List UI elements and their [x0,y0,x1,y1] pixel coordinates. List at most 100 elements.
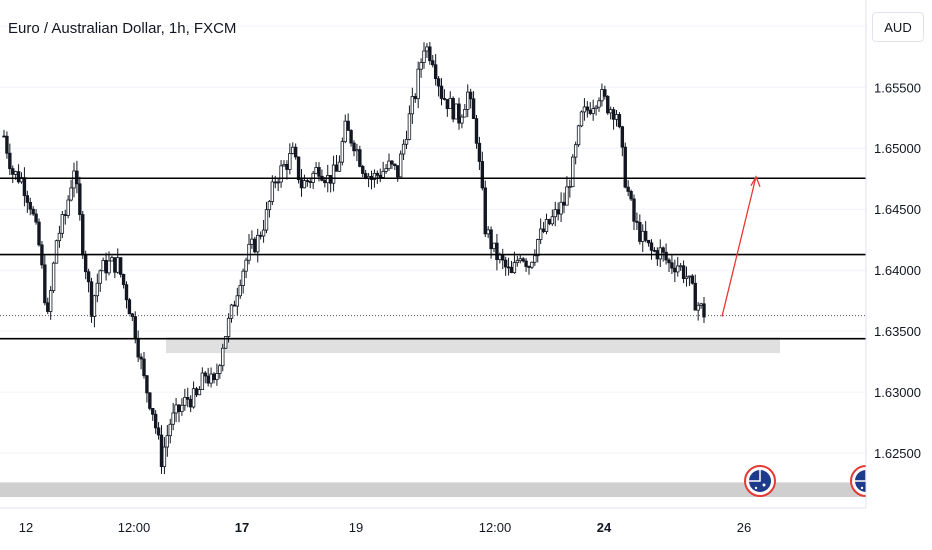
candle-body [498,254,502,260]
candle-body [186,397,190,400]
candle-body [215,373,219,381]
candle-body [279,165,283,183]
candle-body [142,358,146,377]
candle-body [603,89,607,97]
candle-body [86,271,91,283]
candle-body [623,146,627,188]
candle-body [22,177,27,197]
candle-body [165,435,170,448]
candle-body [477,142,482,162]
candle-body [139,356,143,360]
candle-body [696,304,700,311]
candle-body [541,228,546,232]
candle-body [145,375,149,394]
demand-zone [166,337,780,354]
calendar-event-icon[interactable] [744,465,776,497]
candle-body [463,109,467,118]
candle-body [293,146,298,158]
candle-body [588,109,592,114]
candle-body [261,229,266,237]
candle-body [288,153,292,170]
candle-body [416,68,420,100]
candle-body [206,375,210,384]
candle-body [194,388,199,396]
candle-body [159,434,164,468]
candle-body [451,97,455,120]
projection-arrow[interactable] [721,175,761,317]
candle-body [16,171,21,183]
candle-body [608,109,613,114]
candle-body [495,242,499,260]
candle-body [72,170,76,189]
candle-body [188,398,193,408]
horizontal-levels[interactable]: 1.647541.641281.634381.6362752:58 [0,167,931,362]
candle-body [314,167,318,174]
candle-body [372,172,377,180]
candle-body [673,267,677,273]
candle-body [544,219,549,232]
currency-button[interactable]: AUD [872,12,924,42]
candle-body [559,201,563,215]
candle-body [81,214,85,256]
candle-body [200,372,205,390]
candle-body [521,258,525,262]
candle-body [110,257,114,262]
candle-body [203,372,207,377]
time-tick-label: 26 [737,520,751,535]
candle-body [343,120,347,143]
candle-body [454,103,458,120]
candle-body [291,146,295,154]
candle-body [95,282,100,297]
candle-body [302,180,307,189]
candle-body [474,118,479,144]
candle-body [8,152,12,170]
candle-body [218,365,222,374]
candle-body [66,199,70,216]
candle-body [457,103,461,124]
candle-body [425,46,429,52]
candle-body [346,120,350,131]
price-axis[interactable]: 1.62500 1.63000 1.63500 1.64000 1.64500 1.650… [865,0,932,550]
candle-body [565,186,569,206]
candle-body [270,181,275,202]
candle-body [401,143,406,155]
price-tick-label: 1.64500 [874,202,921,217]
candle-body [460,116,464,124]
candle-body [151,408,155,415]
candle-body [600,89,604,102]
candle-body [471,98,476,119]
candles [2,41,706,475]
candle-body [676,265,680,273]
time-axis[interactable]: 12 12:00 17 19 12:00 24 26 [0,507,866,535]
candle-body [361,166,365,174]
candle-body [180,404,184,413]
candle-body [404,138,409,145]
event-flag-star [754,486,758,490]
arrow-head[interactable] [750,175,761,187]
candle-body [501,254,505,261]
candle-body [171,412,175,425]
candle-body [375,172,380,176]
candle-body [582,106,587,113]
candle-body [626,186,630,192]
candle-body [148,392,152,409]
candle-body [308,181,312,183]
candle-body [646,239,651,244]
candle-body [101,260,105,272]
candle-body [235,295,240,307]
candle-body [133,316,137,340]
event-flag-star [860,486,864,490]
price-tick-label: 1.63000 [874,385,921,400]
candle-body [503,259,508,268]
candle-body [104,260,108,274]
candle-body [384,168,388,172]
candle-body [334,164,339,172]
arrow-line[interactable] [721,176,757,317]
candle-body [550,216,555,225]
candle-body [687,275,692,278]
candle-body [699,303,703,306]
candle-body [629,191,633,200]
candle-body [355,149,359,152]
candle-body [276,181,280,184]
